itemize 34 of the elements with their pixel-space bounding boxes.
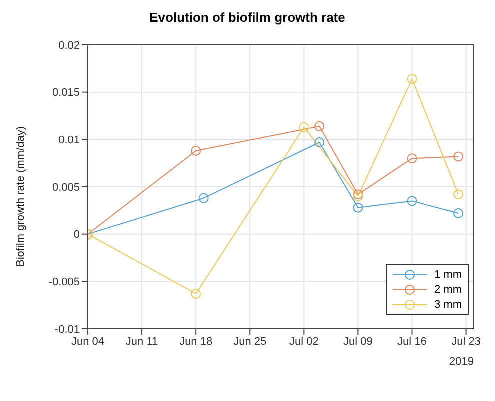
- x-tick-label: Jul 16: [398, 336, 427, 348]
- point: [353, 202, 364, 213]
- legend-label: 2 mm: [434, 284, 462, 296]
- x-tick-label: Jun 04: [71, 336, 105, 348]
- x-tick-label: Jul 23: [452, 336, 481, 348]
- y-tick-label: 0.02: [58, 40, 80, 52]
- point: [314, 138, 325, 148]
- chart-title: Evolution of biofilm growth rate: [148, 10, 346, 25]
- point: [454, 152, 464, 162]
- point: [407, 74, 418, 84]
- x-tick-label: Jul 02: [289, 336, 319, 348]
- point: [299, 122, 310, 132]
- point: [407, 154, 418, 164]
- y-tick-label: 0.005: [52, 182, 80, 194]
- point: [191, 146, 202, 156]
- y-tick-label: -0.01: [54, 324, 80, 336]
- x-axis-title: 2019: [450, 356, 474, 368]
- legend-label: 3 mm: [434, 298, 462, 310]
- y-tick-label: -0.005: [48, 276, 80, 289]
- x-tick-label: Jun 11: [126, 336, 158, 348]
- point: [454, 208, 464, 219]
- y-axis-title: Biofilm growth rate (mm/day): [14, 126, 27, 267]
- point: [407, 196, 418, 206]
- y-tick-label: 0: [74, 229, 80, 242]
- x-tick-label: Jun 25: [234, 336, 267, 348]
- y-tick-label: 0.015: [52, 87, 80, 100]
- y-tick-label: 0.01: [58, 134, 80, 147]
- point: [314, 121, 325, 132]
- x-tick-label: Jul 09: [344, 336, 373, 348]
- point: [191, 288, 202, 299]
- legend-label: 1 mm: [434, 268, 462, 280]
- point: [198, 193, 209, 204]
- point: [454, 190, 464, 200]
- x-tick-label: Jun 18: [180, 336, 213, 348]
